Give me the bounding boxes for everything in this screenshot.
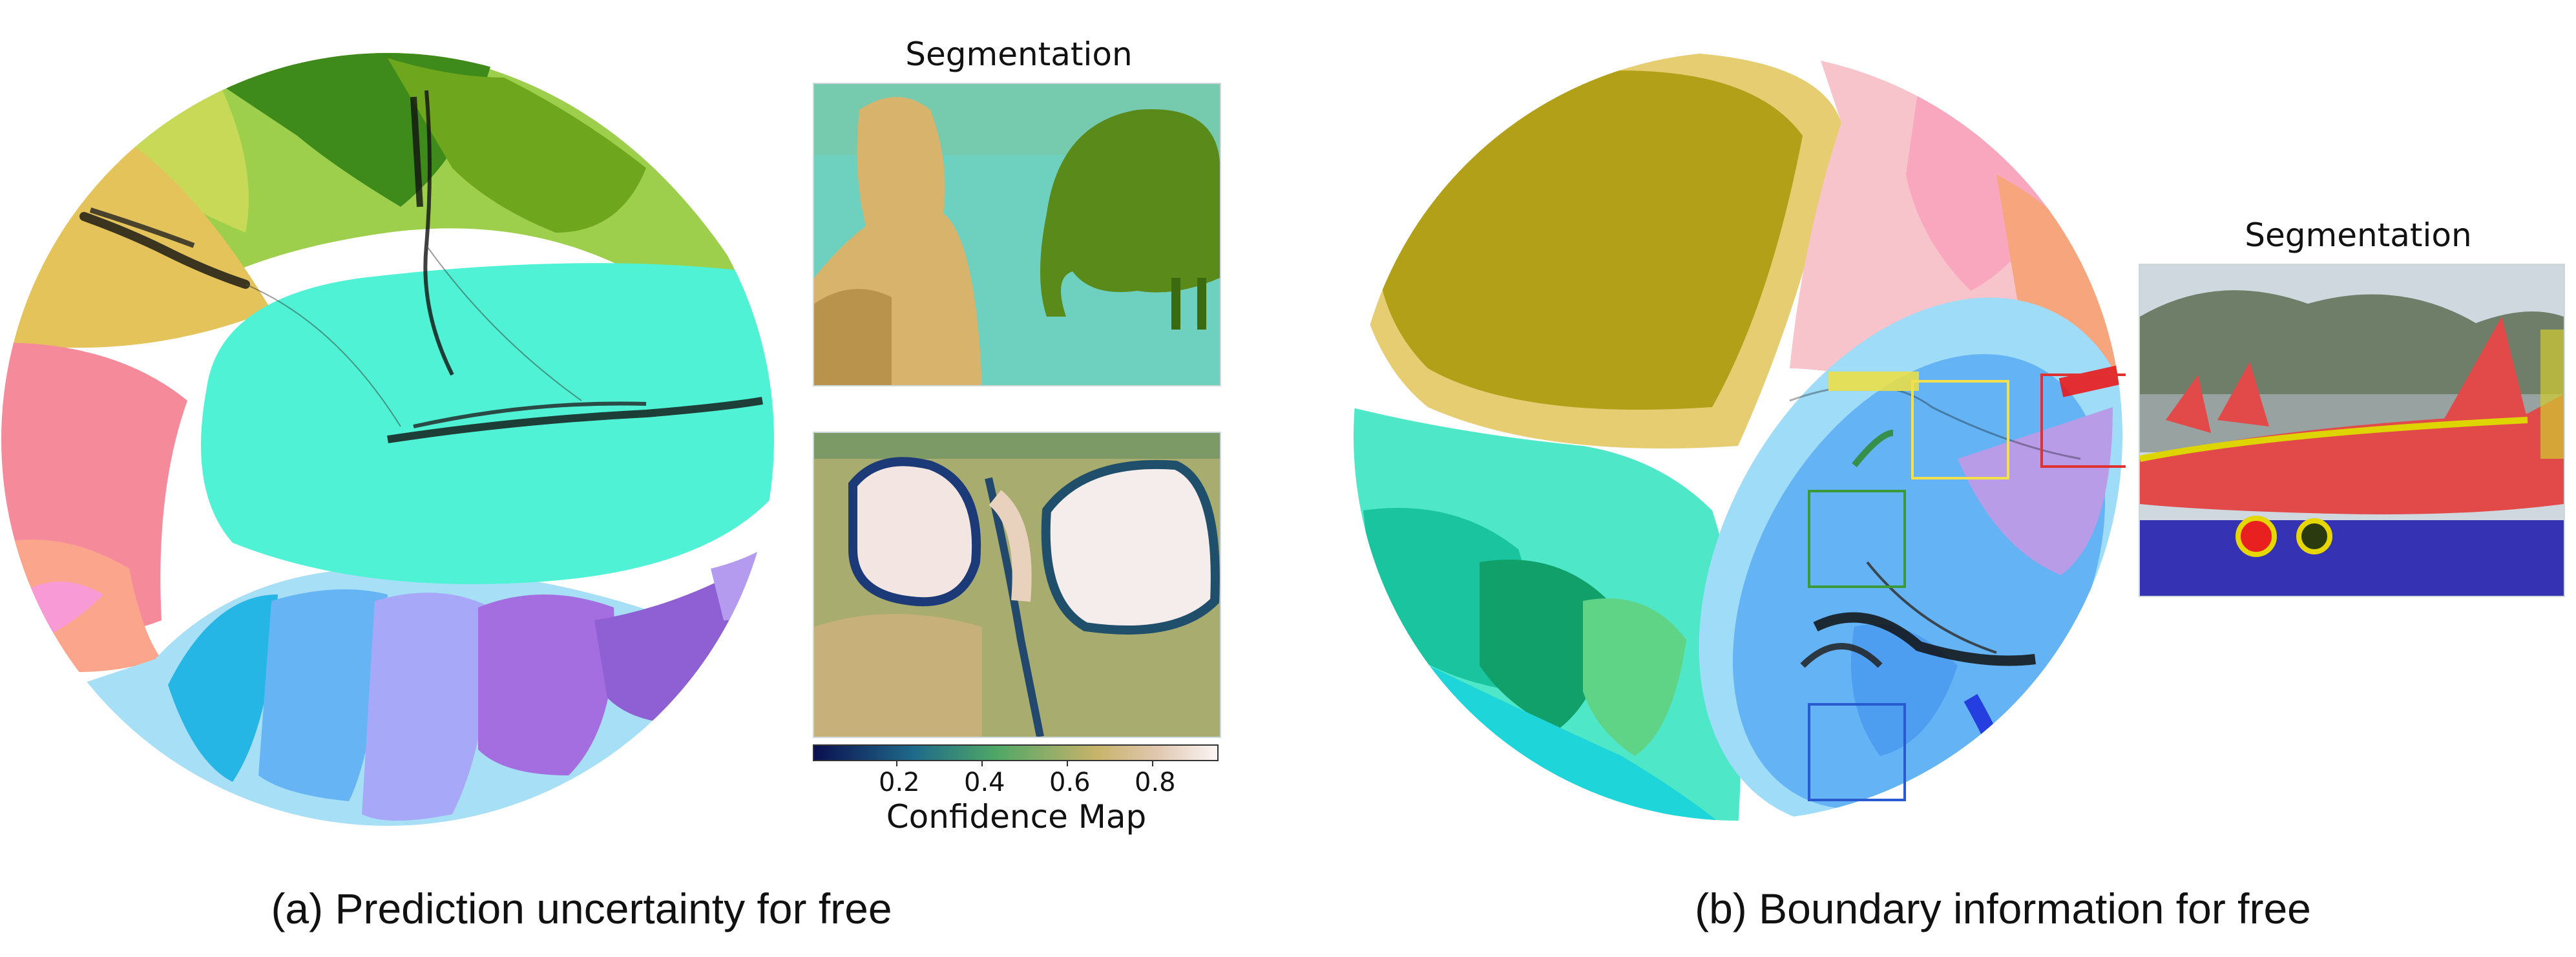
- colorbar-tick-2: 0.6: [1049, 768, 1091, 797]
- hyperbolic-disk-b: [1354, 52, 2126, 821]
- colorbar: [813, 744, 1219, 766]
- highlight-box-yellow: [1911, 380, 2009, 479]
- sheep-region: [1040, 109, 1220, 317]
- segmentation-title-a: Segmentation: [905, 36, 1133, 73]
- highlight-box-red: [2040, 373, 2126, 468]
- embedding-trails: [79, 90, 763, 443]
- segmentation-image-b: [2139, 264, 2565, 597]
- caption-a: (a) Prediction uncertainty for free: [271, 885, 892, 932]
- confidence-map-title: Confidence Map: [886, 798, 1147, 836]
- colorbar-tick-3: 0.8: [1135, 768, 1176, 797]
- segmentation-image-a: [813, 83, 1221, 386]
- segmentation-title-b: Segmentation: [2245, 216, 2472, 254]
- caption-b: (b) Boundary information for free: [1695, 885, 2311, 932]
- hyperbolic-disk-a: [1, 53, 774, 826]
- confidence-map-image: [813, 432, 1221, 738]
- highlight-box-green: [1808, 490, 1906, 588]
- highlight-box-blue: [1808, 703, 1906, 801]
- colorbar-tick-1: 0.4: [964, 768, 1005, 797]
- colorbar-tick-0: 0.2: [879, 768, 920, 797]
